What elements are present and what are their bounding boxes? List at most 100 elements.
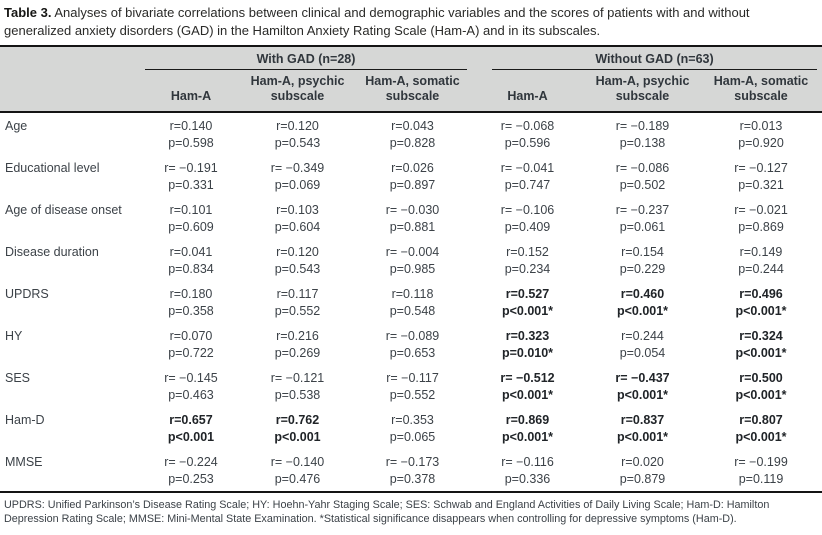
correlation-cell: r= −0.237 p=0.061 <box>585 197 700 239</box>
correlation-cell: r= −0.068 p=0.596 <box>470 112 585 155</box>
p-value: p=0.065 <box>389 429 436 444</box>
correlation-cell: r= −0.140 p=0.476 <box>240 449 355 492</box>
correlation-cell: r=0.762 p<0.001 <box>240 407 355 449</box>
correlation-cell: r= −0.106 p=0.409 <box>470 197 585 239</box>
correlation-cell: r= −0.086 p=0.502 <box>585 155 700 197</box>
r-value: r= −0.127 <box>734 161 788 175</box>
correlation-cell: r= −0.041 p=0.747 <box>470 155 585 197</box>
row-label: SES <box>5 371 31 385</box>
correlation-cell: r= −0.189 p=0.138 <box>585 112 700 155</box>
p-value: p<0.001* <box>501 429 554 444</box>
correlation-cell: r= −0.117 p=0.552 <box>355 365 470 407</box>
table-caption: Table 3. Analyses of bivariate correlati… <box>0 0 822 45</box>
table-body: Age r=0.140 p=0.598 r=0.120 p=0.543 r=0.043 p=… <box>0 112 822 492</box>
correlation-cell: r=0.869 p<0.001* <box>470 407 585 449</box>
column-header-withoutgad-hama: Ham-A <box>470 70 585 113</box>
p-value: p<0.001* <box>735 345 787 360</box>
correlation-cell: r=0.460 p<0.001* <box>585 281 700 323</box>
correlation-cell: r= −0.021 p=0.869 <box>700 197 822 239</box>
p-value: p=0.722 <box>168 345 214 360</box>
r-value: r=0.496 <box>739 287 783 301</box>
r-value: r=0.103 <box>276 203 319 217</box>
p-value: p=0.653 <box>389 345 436 360</box>
r-value: r=0.043 <box>391 119 434 133</box>
p-value: p=0.538 <box>274 387 321 402</box>
correlation-cell: r=0.118 p=0.548 <box>355 281 470 323</box>
correlation-cell: r= −0.349 p=0.069 <box>240 155 355 197</box>
p-value: p=0.543 <box>274 135 321 150</box>
correlation-cell: r=0.324 p<0.001* <box>700 323 822 365</box>
row-label: HY <box>5 329 23 343</box>
correlation-cell: r= −0.116 p=0.336 <box>470 449 585 492</box>
correlation-cell: r=0.020 p=0.879 <box>585 449 700 492</box>
corner-cell <box>0 46 142 70</box>
p-value: p=0.061 <box>619 219 666 234</box>
r-value: r=0.120 <box>276 119 319 133</box>
p-value: p=0.598 <box>168 135 214 150</box>
r-value: r= −0.041 <box>500 161 555 175</box>
r-value: r= −0.140 <box>270 455 325 469</box>
r-value: r=0.041 <box>169 245 213 259</box>
r-value: r= −0.121 <box>270 371 325 385</box>
r-value: r=0.869 <box>505 413 550 427</box>
correlation-cell: r=0.216 p=0.269 <box>240 323 355 365</box>
p-value: p=0.069 <box>274 177 321 192</box>
r-value: r= −0.021 <box>734 203 788 217</box>
p-value: p=0.920 <box>738 135 784 150</box>
table-row: UPDRS r=0.180 p=0.358 r=0.117 p=0.552 r=0.118… <box>0 281 822 323</box>
p-value: p=0.604 <box>274 219 321 234</box>
p-value: p=0.897 <box>389 177 436 192</box>
correlation-cell: r=0.807 p<0.001* <box>700 407 822 449</box>
r-value: r=0.140 <box>169 119 213 133</box>
p-value: p=0.358 <box>168 303 214 318</box>
correlation-cell: r= −0.224 p=0.253 <box>142 449 240 492</box>
table-header: With GAD (n=28) Without GAD (n=63) Ham-A… <box>0 46 822 113</box>
correlation-cell: r=0.026 p=0.897 <box>355 155 470 197</box>
p-value: p<0.001* <box>616 429 669 444</box>
p-value: p<0.001* <box>616 303 669 318</box>
correlation-cell: r=0.120 p=0.543 <box>240 112 355 155</box>
group-header-with-gad-label: With GAD (n=28) <box>145 52 467 70</box>
r-value: r=0.149 <box>739 245 783 259</box>
p-value: p=0.138 <box>619 135 666 150</box>
row-label: MMSE <box>5 455 43 469</box>
table-row: HY r=0.070 p=0.722 r=0.216 p=0.269 r= −0.089 p… <box>0 323 822 365</box>
correlation-cell: r=0.244 p=0.054 <box>585 323 700 365</box>
correlation-cell: r=0.657 p<0.001 <box>142 407 240 449</box>
row-label: Disease duration <box>5 245 99 259</box>
table-row: Educational level r= −0.191 p=0.331 r= −0.3… <box>0 155 822 197</box>
correlation-cell: r= −0.437 p<0.001* <box>585 365 700 407</box>
r-value: r= −0.117 <box>386 371 439 385</box>
p-value: p<0.001* <box>735 303 787 318</box>
p-value: p<0.001* <box>735 387 787 402</box>
column-header-withoutgad-psychic: Ham-A, psychic subscale <box>585 70 700 113</box>
correlation-cell: r= −0.121 p=0.538 <box>240 365 355 407</box>
r-value: r=0.324 <box>739 329 783 343</box>
correlation-cell: r= −0.089 p=0.653 <box>355 323 470 365</box>
table-number: Table 3. <box>4 5 52 20</box>
r-value: r=0.762 <box>275 413 320 427</box>
column-header-withoutgad-somatic: Ham-A, somatic subscale <box>700 70 822 113</box>
r-value: r=0.244 <box>621 329 664 343</box>
p-value: p=0.609 <box>168 219 214 234</box>
p-value: p=0.378 <box>389 471 436 486</box>
p-value: p=0.054 <box>619 345 666 360</box>
table-row: MMSE r= −0.224 p=0.253 r= −0.140 p=0.476 r= −… <box>0 449 822 492</box>
r-value: r=0.117 <box>276 287 319 301</box>
correlation-cell: r=0.527 p<0.001* <box>470 281 585 323</box>
r-value: r=0.101 <box>169 203 213 217</box>
r-value: r=0.807 <box>739 413 783 427</box>
r-value: r=0.500 <box>739 371 783 385</box>
r-value: r= −0.089 <box>385 329 440 343</box>
r-value: r= −0.437 <box>615 371 670 385</box>
p-value: p=0.834 <box>168 261 214 276</box>
row-label: Age <box>5 119 28 133</box>
r-value: r= −0.116 <box>501 455 554 469</box>
table-footnote: UPDRS: Unified Parkinson’s Disease Ratin… <box>4 499 770 525</box>
r-value: r= −0.086 <box>615 161 670 175</box>
p-value: p=0.409 <box>504 219 551 234</box>
r-value: r=0.216 <box>276 329 319 343</box>
r-value: r=0.353 <box>391 413 434 427</box>
p-value: p<0.001* <box>501 303 554 318</box>
